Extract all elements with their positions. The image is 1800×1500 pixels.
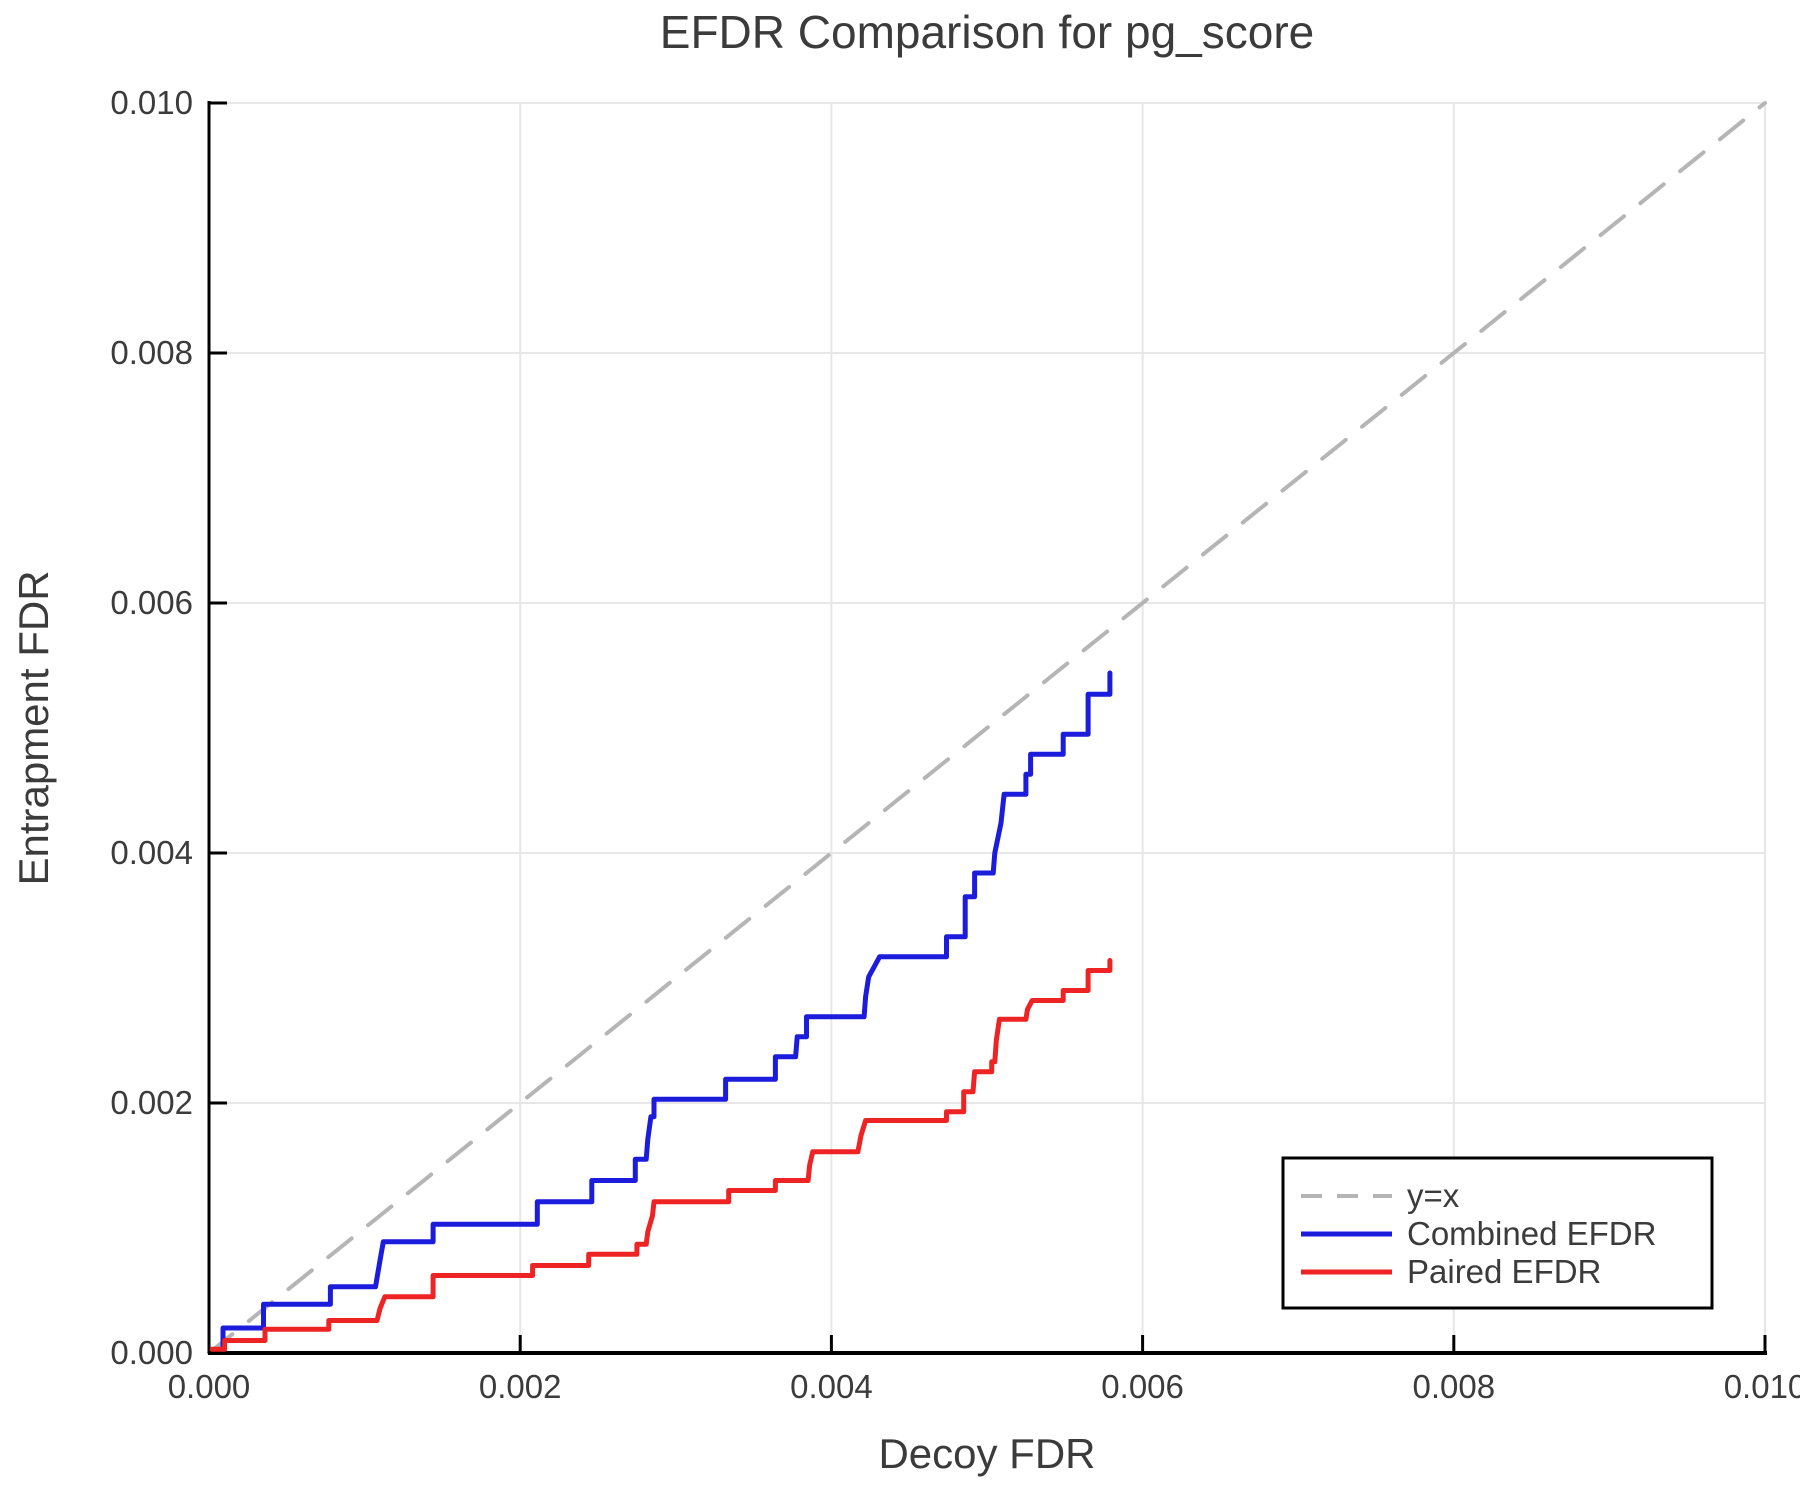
x-tick-label: 0.006: [1101, 1368, 1184, 1405]
tick-label-layer: 0.000 0.002 0.004 0.006 0.008 0.010 0.000 0.002…: [110, 84, 1800, 1405]
y-axis-label: Entrapment FDR: [10, 570, 57, 885]
x-tick-label: 0.002: [479, 1368, 562, 1405]
diagonal-layer: [207, 101, 1767, 1355]
x-tick-label: 0.000: [168, 1368, 251, 1405]
x-axis-label: Decoy FDR: [878, 1430, 1095, 1477]
x-tick-label: 0.008: [1413, 1368, 1496, 1405]
y-tick-label: 0.002: [110, 1084, 193, 1121]
x-tick-label: 0.004: [790, 1368, 873, 1405]
series-layer: [209, 670, 1113, 1352]
x-tick-label: 0.010: [1724, 1368, 1800, 1405]
y-tick-label: 0.000: [110, 1334, 193, 1371]
chart-title: EFDR Comparison for pg_score: [660, 6, 1314, 58]
y-tick-label: 0.008: [110, 334, 193, 371]
axis-spines: [207, 101, 1767, 1355]
series-y-x: [207, 101, 1767, 1355]
series-combined-efdr: [220, 670, 1113, 1352]
y-tick-label: 0.010: [110, 84, 193, 121]
legend-label-paired-efdr: Paired EFDR: [1407, 1253, 1601, 1290]
legend-label-combined-efdr: Combined EFDR: [1407, 1215, 1656, 1252]
y-tick-label: 0.004: [110, 834, 193, 871]
y-tick-label: 0.006: [110, 584, 193, 621]
legend-label-y-x: y=x: [1407, 1177, 1460, 1214]
series-paired-efdr: [209, 958, 1113, 1352]
